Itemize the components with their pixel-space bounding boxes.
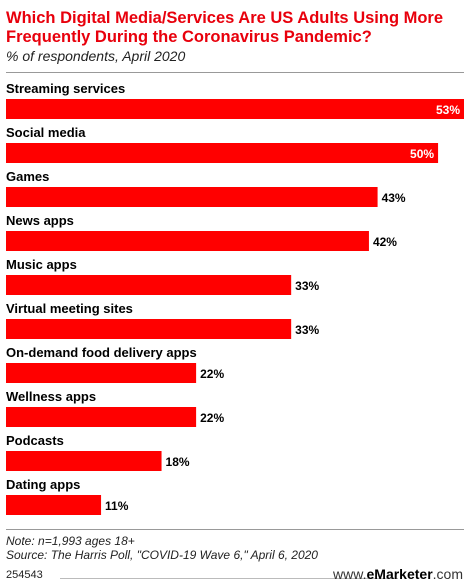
data-label: 22% bbox=[200, 411, 224, 425]
bar bbox=[6, 407, 197, 427]
bar bbox=[6, 451, 162, 471]
top-divider bbox=[6, 72, 464, 73]
brand-prefix: www. bbox=[333, 566, 367, 582]
bar-chart: Streaming services 53% Social media 50% Game… bbox=[6, 81, 464, 515]
category-label: Games bbox=[6, 169, 49, 184]
data-label: 43% bbox=[382, 191, 406, 205]
data-label: 18% bbox=[166, 455, 190, 469]
category-label: News apps bbox=[6, 213, 74, 228]
data-label: 33% bbox=[295, 323, 319, 337]
chart-note: Note: n=1,993 ages 18+ bbox=[6, 534, 135, 548]
chart-id: 254543 bbox=[6, 569, 43, 581]
data-label: 11% bbox=[105, 499, 129, 513]
category-label: Virtual meeting sites bbox=[6, 301, 133, 316]
bar bbox=[6, 231, 369, 251]
brand-suffix: .com bbox=[432, 566, 463, 582]
bar bbox=[6, 275, 292, 295]
bar bbox=[6, 187, 378, 207]
category-label: On-demand food delivery apps bbox=[6, 345, 197, 360]
category-label: Music apps bbox=[6, 257, 77, 272]
bar bbox=[6, 495, 102, 515]
brand-name: eMarketer bbox=[366, 566, 433, 582]
data-label: 42% bbox=[373, 235, 397, 249]
chart-subtitle: % of respondents, April 2020 bbox=[6, 48, 186, 64]
chart-title: Which Digital Media/Services Are US Adul… bbox=[6, 9, 444, 46]
category-label: Dating apps bbox=[6, 477, 80, 492]
chart-source: Source: The Harris Poll, "COVID-19 Wave … bbox=[6, 548, 318, 562]
data-label: 33% bbox=[295, 279, 319, 293]
category-label: Streaming services bbox=[6, 81, 125, 96]
category-label: Wellness apps bbox=[6, 389, 96, 404]
bar bbox=[6, 319, 292, 339]
footer-divider bbox=[60, 578, 398, 579]
bar bbox=[6, 99, 464, 119]
data-label: 22% bbox=[200, 367, 224, 381]
data-label: 53% bbox=[436, 103, 460, 117]
bar bbox=[6, 143, 439, 163]
category-label: Podcasts bbox=[6, 433, 64, 448]
data-label: 50% bbox=[410, 147, 434, 161]
bottom-divider bbox=[6, 529, 464, 530]
category-label: Social media bbox=[6, 125, 86, 140]
brand-logo: www.eMarketer.com bbox=[333, 566, 463, 582]
bar bbox=[6, 363, 197, 383]
